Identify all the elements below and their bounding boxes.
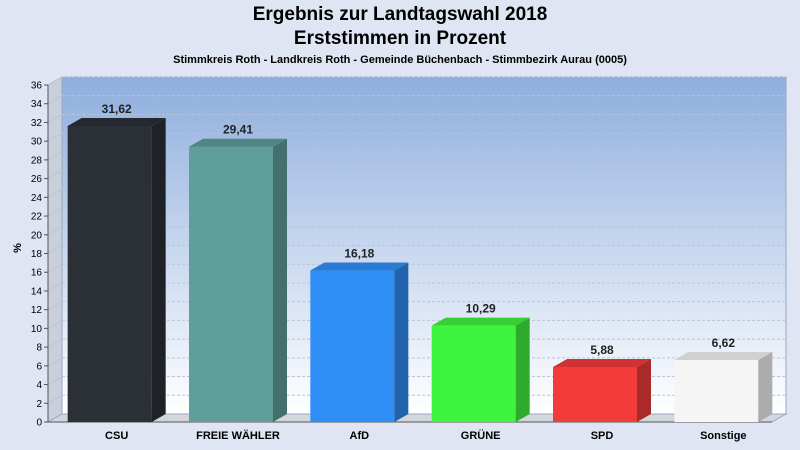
gridline-side: [47, 207, 63, 217]
bar-side: [151, 118, 166, 423]
bar-top: [674, 352, 773, 361]
bar-front: [189, 146, 273, 422]
y-tick-label: 16: [31, 268, 43, 279]
value-label: 16,18: [344, 247, 374, 261]
gridline-side: [47, 226, 63, 236]
gridline-side: [47, 76, 63, 86]
value-label: 5,88: [590, 343, 614, 357]
gridline-side: [47, 151, 63, 161]
value-label: 10,29: [466, 302, 496, 316]
bar-top: [431, 317, 530, 326]
bar-spd: [553, 358, 651, 422]
gridline-side: [47, 301, 63, 311]
y-tick-label: 18: [31, 249, 43, 260]
x-tick-label: GRÜNE: [461, 429, 501, 442]
bar-top: [310, 262, 409, 271]
chart-location-caption: Stimmkreis Roth - Landkreis Roth - Gemei…: [173, 54, 627, 66]
y-tick-label: 10: [31, 324, 43, 335]
y-tick-label: 20: [31, 230, 43, 241]
bar-top: [67, 118, 166, 127]
gridline-side: [47, 170, 63, 180]
bar-front: [310, 270, 395, 422]
bar-side: [273, 138, 287, 422]
bar-top: [189, 138, 287, 147]
bar-csu: [67, 118, 166, 423]
y-tick-label: 22: [31, 212, 43, 223]
bar-front: [67, 126, 152, 423]
y-tick-label: 8: [36, 343, 42, 354]
bar-afd: [310, 262, 409, 422]
x-tick-label: CSU: [105, 430, 128, 442]
bar-front: [553, 366, 637, 422]
bar-grüne: [431, 317, 530, 422]
chart-subtitle: Erststimmen in Prozent: [293, 28, 507, 49]
gridline-side: [47, 188, 63, 198]
x-tick-label: FREIE WÄHLER: [196, 429, 280, 442]
gridline-side: [47, 338, 63, 348]
value-label: 31,62: [102, 102, 132, 116]
value-label: 6,62: [712, 336, 736, 350]
bar-top: [553, 358, 651, 367]
gridline-side: [47, 245, 63, 254]
y-tick-label: 14: [31, 286, 43, 297]
bar-front: [674, 360, 759, 422]
bar-side: [515, 317, 530, 422]
gridline-side: [47, 114, 63, 123]
y-axis-label: %: [12, 243, 24, 253]
gridline-side: [47, 319, 63, 329]
bar-sonstige: [674, 352, 773, 422]
y-tick-label: 12: [31, 305, 43, 316]
value-label: 29,41: [223, 123, 253, 137]
gridline-side: [47, 132, 63, 142]
y-tick-label: 30: [31, 137, 43, 148]
bar-front: [431, 325, 516, 422]
y-tick-label: 4: [36, 380, 42, 391]
y-tick-label: 32: [31, 118, 43, 129]
y-tick-label: 24: [31, 193, 43, 204]
bar-side: [758, 352, 773, 422]
gridline-side: [47, 357, 63, 367]
bar-side: [637, 358, 651, 422]
x-tick-label: SPD: [591, 430, 614, 442]
y-tick-label: 36: [31, 81, 43, 92]
y-tick-label: 34: [31, 99, 43, 110]
chart-title: Ergebnis zur Landtagswahl 2018: [252, 4, 548, 25]
bar-freie-wähler: [189, 138, 287, 422]
y-tick-label: 28: [31, 155, 43, 166]
y-tick-label: 6: [36, 361, 42, 372]
x-tick-label: AfD: [350, 430, 370, 442]
gridline-side: [47, 282, 63, 292]
bar-side: [394, 262, 409, 422]
y-tick-label: 0: [36, 418, 42, 429]
gridline-side: [47, 376, 63, 385]
gridline-side: [47, 394, 63, 404]
gridline-side: [47, 263, 63, 273]
x-tick-label: Sonstige: [700, 430, 746, 442]
y-tick-label: 26: [31, 174, 43, 185]
gridline-side: [47, 95, 63, 105]
y-tick-label: 2: [36, 399, 42, 410]
